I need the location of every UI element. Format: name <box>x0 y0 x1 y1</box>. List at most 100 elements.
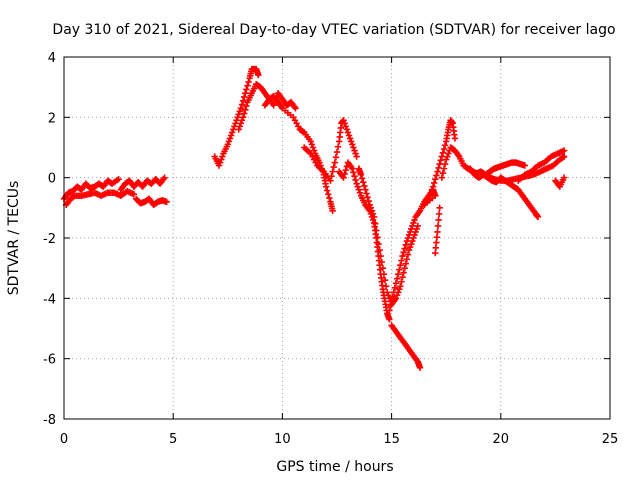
data-point <box>355 186 363 193</box>
data-point <box>237 120 245 127</box>
x-tick-label: 15 <box>383 432 400 447</box>
data-point <box>367 204 375 212</box>
data-point <box>216 159 224 166</box>
data-point <box>372 220 379 227</box>
data-point <box>341 170 348 178</box>
data-point <box>255 71 262 79</box>
data-point <box>239 114 247 121</box>
axis-tick-labels: 0 5 10 15 20 25 -8 -6 -4 -2 0 2 4 <box>43 51 618 447</box>
data-point <box>362 186 369 193</box>
data-point <box>215 162 223 169</box>
data-point <box>445 150 452 157</box>
data-point <box>353 153 360 160</box>
chart-title: Day 310 of 2021, Sidereal Day-to-day VTE… <box>52 22 615 38</box>
data-point <box>240 110 248 117</box>
data-point <box>226 135 234 142</box>
data-point <box>387 302 394 310</box>
data-point <box>434 228 441 236</box>
data-point <box>521 162 529 169</box>
data-point <box>394 271 402 278</box>
data-point <box>115 175 122 183</box>
data-point <box>402 260 409 267</box>
data-point <box>425 195 432 202</box>
data-point <box>386 307 393 314</box>
data-point <box>328 172 335 180</box>
data-point <box>389 293 396 301</box>
data-point <box>441 142 449 149</box>
data-point <box>237 105 245 112</box>
data-point <box>232 120 239 127</box>
data-point <box>403 255 411 263</box>
data-point <box>235 126 242 133</box>
data-point <box>354 183 361 190</box>
data-point <box>308 141 316 148</box>
data-point <box>358 175 366 182</box>
y-tick-label: -4 <box>43 292 56 307</box>
data-point <box>381 277 389 284</box>
data-point <box>398 257 405 264</box>
data-point <box>399 252 406 260</box>
data-point <box>438 174 446 181</box>
data-point <box>235 111 242 118</box>
data-point <box>344 129 352 136</box>
data-point <box>227 132 235 139</box>
data-point <box>292 105 299 112</box>
data-point <box>435 164 442 172</box>
data-point <box>330 163 337 171</box>
data-point <box>352 176 359 184</box>
data-point <box>245 78 252 86</box>
data-point <box>401 245 408 252</box>
data-point <box>438 153 446 160</box>
data-point <box>408 225 415 233</box>
data-point <box>307 138 314 145</box>
data-point <box>429 183 437 190</box>
data-point <box>436 204 443 212</box>
x-tick-label: 10 <box>274 432 291 447</box>
data-point <box>400 269 407 276</box>
data-point <box>243 86 250 93</box>
data-point <box>434 222 442 230</box>
data-point <box>351 147 358 154</box>
data-point <box>218 156 225 163</box>
data-point <box>340 117 347 124</box>
data-point <box>392 280 400 287</box>
data-point <box>426 192 434 199</box>
data-point <box>534 213 542 221</box>
data-point <box>427 189 435 196</box>
data-point <box>409 222 416 230</box>
data-point <box>388 298 395 305</box>
data-point <box>386 316 393 323</box>
data-point <box>413 225 420 233</box>
data-point <box>440 165 448 172</box>
data-point <box>378 258 385 266</box>
data-point <box>360 178 367 186</box>
data-point <box>345 132 353 139</box>
data-point <box>325 191 332 198</box>
data-point <box>432 175 439 183</box>
data-point <box>396 286 403 293</box>
data-point <box>379 264 387 272</box>
y-tick-label: 4 <box>48 51 56 66</box>
data-point <box>384 289 391 296</box>
data-point <box>240 93 248 101</box>
data-point <box>410 234 417 242</box>
data-point <box>434 168 441 175</box>
data-point <box>353 180 360 187</box>
data-point <box>436 160 443 168</box>
data-point <box>225 138 233 145</box>
data-point <box>440 145 448 153</box>
data-point <box>361 182 368 190</box>
data-point <box>402 241 409 248</box>
y-tick-label: -6 <box>43 353 56 368</box>
data-point <box>428 186 436 193</box>
data-point <box>390 289 397 296</box>
data-point <box>231 123 238 130</box>
data-point <box>404 234 412 242</box>
y-tick-label: -2 <box>43 232 56 247</box>
data-point <box>236 108 244 115</box>
data-point <box>332 154 340 161</box>
data-point <box>406 243 414 251</box>
data-point <box>238 117 246 124</box>
data-point <box>385 292 392 299</box>
